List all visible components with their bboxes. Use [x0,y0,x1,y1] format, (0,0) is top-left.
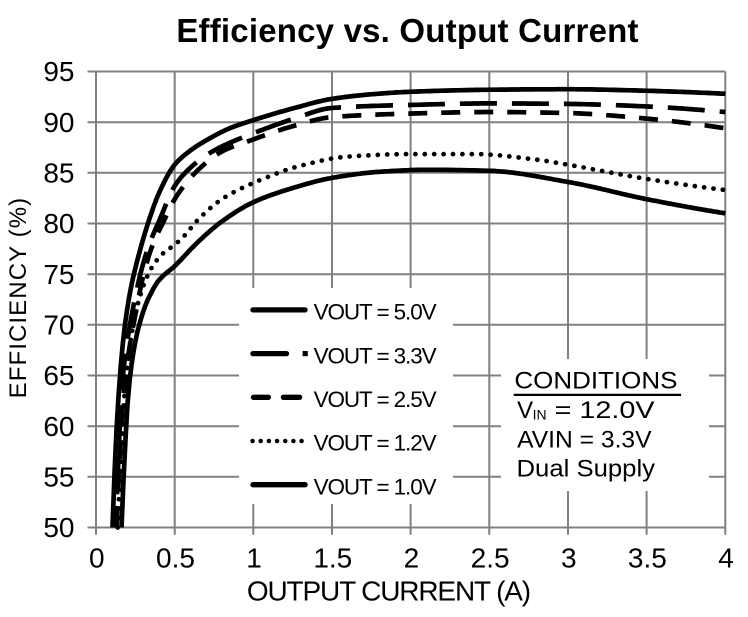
svg-text:3: 3 [561,542,577,573]
svg-text:= 12.0V: = 12.0V [555,397,655,424]
svg-text:0.5: 0.5 [156,542,195,573]
svg-text:90: 90 [43,107,74,138]
svg-text:2.5: 2.5 [471,542,510,573]
svg-text:IN: IN [533,407,547,423]
svg-text:Dual Supply: Dual Supply [517,456,656,483]
svg-text:VOUT = 5.0V: VOUT = 5.0V [314,300,437,325]
svg-text:VOUT = 1.2V: VOUT = 1.2V [314,431,437,456]
svg-text:V: V [517,397,533,424]
svg-text:80: 80 [43,208,74,239]
svg-text:CONDITIONS: CONDITIONS [514,367,677,394]
svg-text:0: 0 [89,542,105,573]
svg-text:3.5: 3.5 [628,542,667,573]
svg-text:4: 4 [718,542,734,573]
svg-text:AVIN = 3.3V: AVIN = 3.3V [517,427,652,454]
svg-text:EFFICIENCY (%): EFFICIENCY (%) [5,197,32,399]
svg-text:65: 65 [43,360,74,391]
svg-text:95: 95 [43,56,74,87]
svg-text:1.5: 1.5 [313,542,352,573]
svg-text:1: 1 [246,542,262,573]
svg-text:Efficiency vs. Output Current: Efficiency vs. Output Current [176,12,638,49]
svg-text:2: 2 [404,542,420,573]
svg-text:85: 85 [43,158,74,189]
svg-text:75: 75 [43,259,74,290]
svg-text:OUTPUT CURRENT (A): OUTPUT CURRENT (A) [247,575,530,606]
svg-text:VOUT = 3.3V: VOUT = 3.3V [314,343,437,368]
svg-text:70: 70 [43,310,74,341]
svg-text:VOUT = 2.5V: VOUT = 2.5V [314,387,437,412]
svg-text:VOUT = 1.0V: VOUT = 1.0V [314,474,437,499]
svg-text:55: 55 [43,462,74,493]
svg-text:60: 60 [43,411,74,442]
svg-text:50: 50 [43,512,74,543]
